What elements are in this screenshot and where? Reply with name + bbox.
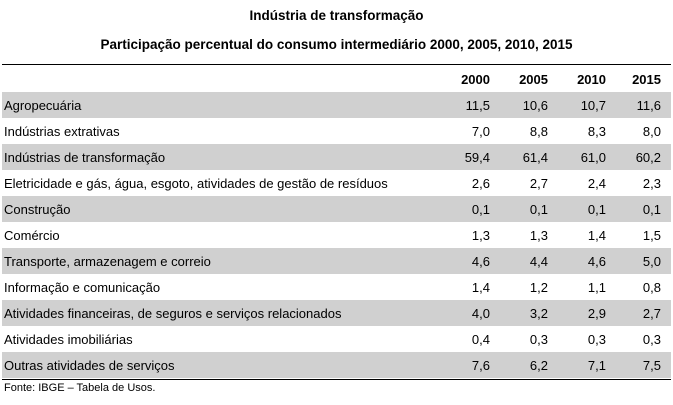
row-value: 1,2 (529, 279, 548, 295)
row-value: 2,6 (471, 175, 490, 191)
row-value: 2,3 (642, 175, 661, 191)
table-row: Eletricidade e gás, água, esgoto, ativid… (2, 170, 671, 196)
row-value: 2,4 (587, 175, 606, 191)
row-value: 0,4 (471, 331, 490, 347)
row-value: 6,2 (490, 352, 548, 378)
row-value: 1,5 (642, 227, 661, 243)
row-value: 5,0 (606, 248, 671, 274)
row-value: 7,0 (471, 123, 490, 139)
table-body: Agropecuária 11,5 10,6 10,7 11,6 Indústrias e… (2, 92, 671, 378)
row-label: Outras atividades de serviços (2, 352, 432, 378)
row-value: 7,6 (432, 352, 490, 378)
row-value: 3,2 (490, 300, 548, 326)
row-value: 4,6 (432, 248, 490, 274)
row-label: Eletricidade e gás, água, esgoto, ativid… (4, 175, 388, 191)
source-note: Fonte: IBGE – Tabela de Usos. (4, 382, 156, 394)
row-label: Comércio (4, 227, 60, 243)
row-value: 4,6 (548, 248, 606, 274)
row-value: 2,9 (548, 300, 606, 326)
row-label: Indústrias de transformação (2, 144, 432, 170)
row-value: 0,1 (490, 196, 548, 222)
table-row: Construção 0,1 0,1 0,1 0,1 (2, 196, 671, 222)
header-label (2, 66, 432, 92)
table-row: Atividades imobiliárias 0,4 0,3 0,3 0,3 (2, 326, 671, 352)
table-row: Comércio 1,3 1,3 1,4 1,5 (2, 222, 671, 248)
row-label: Agropecuária (2, 92, 432, 118)
row-value: 4,0 (432, 300, 490, 326)
table-bottom-rule (2, 379, 671, 380)
row-label: Construção (2, 196, 432, 222)
row-value: 11,5 (432, 92, 490, 118)
row-value: 0,1 (432, 196, 490, 222)
row-value: 61,4 (490, 144, 548, 170)
row-value: 1,3 (529, 227, 548, 243)
header-year-2010: 2010 (577, 71, 606, 87)
header-year-2000: 2000 (461, 71, 490, 87)
row-value: 0,1 (606, 196, 671, 222)
table-row: Agropecuária 11,5 10,6 10,7 11,6 (2, 92, 671, 118)
row-label: Informação e comunicação (4, 279, 161, 295)
row-value: 60,2 (606, 144, 671, 170)
table-row: Outras atividades de serviços 7,6 6,2 7,1 7,… (2, 352, 671, 378)
table-row: Atividades financeiras, de seguros e ser… (2, 300, 671, 326)
document-title: Indústria de transformação (249, 8, 424, 23)
document-subtitle: Participação percentual do consumo inter… (100, 37, 573, 52)
header-year-2015: 2015 (632, 71, 661, 87)
row-value: 59,4 (432, 144, 490, 170)
row-label: Indústrias extrativas (4, 123, 120, 139)
row-label: Atividades financeiras, de seguros e ser… (2, 300, 432, 326)
row-label: Atividades imobiliárias (4, 331, 133, 347)
row-value: 8,3 (587, 123, 606, 139)
table-row: Indústrias extrativas 7,0 8,8 8,3 8,0 (2, 118, 671, 144)
row-value: 1,1 (587, 279, 606, 295)
row-value: 4,4 (490, 248, 548, 274)
row-value: 61,0 (548, 144, 606, 170)
row-value: 8,0 (642, 123, 661, 139)
header-year-2005: 2005 (519, 71, 548, 87)
row-value: 10,6 (490, 92, 548, 118)
row-value: 0,1 (548, 196, 606, 222)
row-value: 1,4 (471, 279, 490, 295)
table-row: Indústrias de transformação 59,4 61,4 61,0 6… (2, 144, 671, 170)
row-value: 0,3 (587, 331, 606, 347)
row-value: 1,4 (587, 227, 606, 243)
table-header-row: 2000 2005 2010 2015 (2, 66, 671, 92)
row-value: 7,1 (548, 352, 606, 378)
row-value: 2,7 (606, 300, 671, 326)
row-value: 7,5 (606, 352, 671, 378)
row-value: 1,3 (471, 227, 490, 243)
row-label: Transporte, armazenagem e correio (2, 248, 432, 274)
table-top-rule (2, 64, 671, 65)
table-row: Transporte, armazenagem e correio 4,6 4,4 4… (2, 248, 671, 274)
row-value: 10,7 (548, 92, 606, 118)
row-value: 8,8 (529, 123, 548, 139)
row-value: 2,7 (529, 175, 548, 191)
row-value: 0,3 (529, 331, 548, 347)
row-value: 11,6 (606, 92, 671, 118)
table-row: Informação e comunicação 1,4 1,2 1,1 0,8 (2, 274, 671, 300)
row-value: 0,3 (642, 331, 661, 347)
data-table: 2000 2005 2010 2015 Agropecuária 11,5 10,6… (2, 66, 671, 378)
row-value: 0,8 (642, 279, 661, 295)
